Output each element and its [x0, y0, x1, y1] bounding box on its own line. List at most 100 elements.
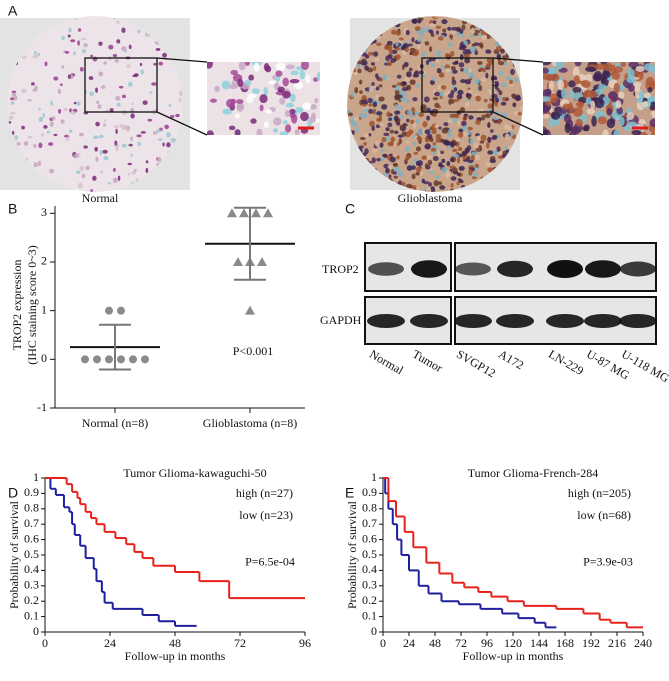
cell: [152, 131, 158, 135]
cell: [228, 125, 236, 131]
cell: [137, 141, 142, 147]
x-tick-label: 240: [634, 636, 652, 650]
band: [368, 262, 404, 276]
cell: [393, 175, 398, 179]
cell: [478, 42, 484, 48]
cell: [273, 117, 282, 126]
cell: [404, 131, 412, 138]
cell: [354, 71, 358, 76]
cell: [474, 154, 481, 161]
y-tick-label: 0.6: [362, 531, 377, 545]
cell: [498, 95, 502, 102]
cell: [253, 62, 260, 72]
cell: [572, 107, 583, 117]
cell: [493, 116, 498, 121]
y-tick-label: 0.7: [362, 516, 377, 530]
cell: [81, 37, 87, 41]
cell: [88, 76, 94, 81]
cell: [545, 88, 552, 96]
cell: [606, 108, 613, 116]
cell: [94, 146, 98, 152]
cell: [166, 142, 171, 148]
cell: [519, 52, 523, 58]
cell: [396, 155, 400, 160]
cell: [389, 129, 395, 134]
cell: [289, 78, 300, 84]
cell: [649, 101, 655, 111]
cell: [424, 129, 431, 135]
cell: [395, 121, 401, 125]
cell: [574, 62, 582, 67]
cell: [468, 72, 475, 79]
y-tick-label: 3: [41, 205, 47, 219]
cell: [513, 110, 519, 116]
cell: [166, 132, 171, 138]
cell: [279, 131, 289, 135]
cell: [450, 89, 455, 95]
cell: [60, 119, 65, 124]
cell: [385, 127, 390, 132]
cell: [469, 34, 474, 38]
cell: [451, 29, 456, 35]
cell: [127, 162, 133, 166]
cell: [448, 98, 452, 106]
data-point: [251, 208, 261, 218]
cell: [521, 188, 523, 192]
cell: [398, 37, 404, 41]
cell: [418, 112, 424, 118]
cell: [27, 135, 33, 139]
cell: [425, 187, 432, 192]
cell: [347, 122, 352, 129]
cell: [67, 34, 71, 38]
x-tick-label: Normal (n=8): [82, 416, 148, 430]
cell: [378, 77, 383, 82]
cell: [424, 136, 429, 143]
cell: [464, 101, 470, 108]
cell: [453, 153, 460, 158]
cell: [447, 118, 454, 123]
cell: [127, 172, 131, 176]
cell: [473, 42, 480, 47]
y-tick-label: -1: [37, 400, 47, 414]
cell: [404, 158, 408, 165]
cell: [450, 183, 454, 188]
cell: [369, 120, 375, 127]
cell: [27, 98, 32, 102]
cell: [428, 46, 433, 53]
cell: [424, 163, 429, 169]
cell: [435, 175, 440, 179]
cell: [480, 16, 487, 18]
cell: [451, 118, 458, 122]
cell: [548, 80, 555, 92]
cell: [103, 155, 109, 161]
cell: [463, 67, 469, 74]
y-tick-label: 0.7: [24, 516, 39, 530]
cell: [433, 16, 440, 18]
data-point: [227, 208, 237, 218]
cell: [603, 62, 613, 72]
cell: [486, 142, 490, 149]
cell: [381, 136, 387, 143]
y-tick-label: 0.2: [24, 593, 39, 607]
cell: [492, 134, 498, 139]
cell: [115, 128, 118, 135]
cell: [207, 130, 214, 135]
cell: [475, 119, 481, 125]
cell: [432, 20, 437, 25]
data-point: [257, 256, 267, 266]
cell: [450, 176, 457, 181]
cell: [497, 61, 505, 66]
cell: [103, 119, 107, 123]
cell: [131, 102, 134, 106]
cell: [373, 51, 379, 57]
cell: [130, 153, 133, 157]
cell: [633, 81, 642, 88]
x-tick-label: 192: [582, 636, 600, 650]
cell: [616, 106, 623, 115]
cell: [647, 87, 653, 93]
cell: [598, 84, 607, 90]
cell: [103, 123, 106, 127]
cell: [497, 119, 502, 125]
cell: [387, 122, 393, 128]
cell: [285, 102, 295, 108]
